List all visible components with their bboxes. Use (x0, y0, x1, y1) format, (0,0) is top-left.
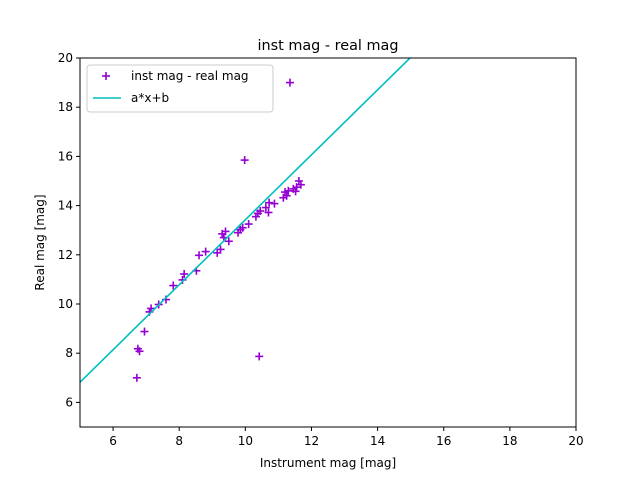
y-tick-label: 14 (58, 199, 73, 213)
data-point (261, 203, 270, 212)
data-point (256, 207, 265, 216)
x-tick-label: 8 (175, 434, 183, 448)
x-tick-label: 16 (436, 434, 451, 448)
data-point (265, 198, 274, 207)
plot-frame (79, 57, 577, 428)
data-point (135, 347, 144, 356)
y-tick-label: 18 (58, 100, 73, 114)
data-point (282, 191, 291, 200)
data-point (224, 237, 233, 246)
x-tick-label: 12 (304, 434, 319, 448)
x-tick-label: 10 (238, 434, 253, 448)
legend: inst mag - real mag a*x+b (86, 64, 274, 113)
y-tick-label: 6 (65, 395, 73, 409)
y-tick-label: 20 (58, 51, 73, 65)
data-point (264, 208, 273, 217)
data-point (296, 180, 305, 189)
y-axis: 6 8 10 12 14 16 18 20 (58, 51, 80, 409)
y-tick-label: 12 (58, 248, 73, 262)
data-point (169, 281, 178, 290)
data-point (221, 227, 230, 236)
data-point (140, 327, 149, 336)
data-point (195, 251, 204, 260)
x-tick-label: 18 (502, 434, 517, 448)
chart-title: inst mag - real mag (258, 38, 399, 54)
fit-line (80, 58, 411, 383)
y-axis-label: Real mag [mag] (33, 194, 47, 290)
x-tick-label: 14 (370, 434, 385, 448)
data-point (238, 223, 247, 232)
x-axis: 6 8 10 12 14 16 18 20 (109, 427, 584, 448)
data-point (180, 269, 189, 278)
data-point (216, 245, 225, 254)
y-tick-label: 10 (58, 297, 73, 311)
legend-label-fit: a*x+b (131, 91, 169, 105)
data-point (270, 199, 279, 208)
data-point (291, 187, 300, 196)
data-point (255, 352, 264, 361)
y-tick-label: 8 (65, 346, 73, 360)
x-tick-label: 6 (109, 434, 117, 448)
data-point (285, 78, 294, 87)
data-point (201, 247, 210, 256)
x-tick-label: 20 (568, 434, 583, 448)
data-point (132, 373, 141, 382)
data-point (284, 186, 293, 195)
data-point (292, 183, 301, 192)
plot-content (80, 58, 411, 383)
data-point (244, 220, 253, 229)
x-axis-label: Instrument mag [mag] (260, 456, 396, 470)
legend-label-scatter: inst mag - real mag (131, 69, 249, 83)
data-point (147, 304, 156, 313)
y-tick-label: 16 (58, 149, 73, 163)
legend-box (86, 64, 274, 113)
data-point (240, 156, 249, 165)
legend-plus-icon (102, 72, 110, 80)
